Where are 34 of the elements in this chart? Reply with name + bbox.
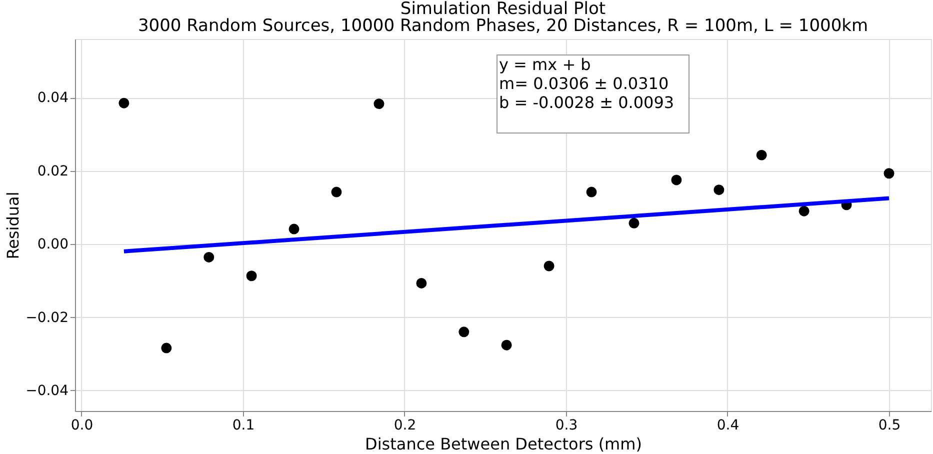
y-tick-label: 0.04: [37, 90, 69, 106]
point: [374, 98, 384, 110]
x-tick-label: 0.4: [716, 418, 740, 434]
point: [544, 260, 554, 272]
y-tick-label: −0.04: [26, 382, 69, 399]
x-tick-label: 0.3: [555, 418, 578, 434]
y-tick-label: 0.02: [37, 163, 68, 180]
y-tick-label: −0.02: [26, 310, 68, 326]
y-axis-title: Residual: [4, 192, 23, 260]
x-tick-label: 0.0: [70, 418, 94, 434]
point: [288, 224, 300, 234]
point: [586, 186, 597, 198]
point: [756, 150, 767, 160]
point: [671, 174, 682, 186]
annotation: y = mx + b m= 0.0306 ± 0.0310 b = -0.0028 ± 0.0093: [499, 55, 674, 112]
point: [628, 218, 640, 228]
point: [331, 186, 342, 198]
point: [161, 342, 172, 354]
point: [798, 206, 810, 216]
point: [204, 252, 214, 262]
y-tick-label: 0.00: [37, 236, 68, 253]
x-axis-title: Distance Between Detectors (mm): [365, 434, 642, 454]
point: [714, 184, 724, 196]
point: [118, 98, 130, 108]
x-tick-label: 0.2: [394, 418, 416, 434]
point: [246, 270, 257, 282]
point: [501, 340, 512, 350]
x-tick-label: 0.1: [232, 418, 255, 434]
x-tick-label: 0.5: [878, 418, 901, 434]
point: [416, 278, 427, 288]
chart-subtitle: 3000 Random Sources, 10000 Random Phases, 20 Distances, R = 100m, L = 1000km: [138, 16, 868, 36]
point: [458, 326, 470, 338]
chart-title: Simulation Residual Plot: [400, 0, 606, 19]
point: [884, 168, 894, 179]
